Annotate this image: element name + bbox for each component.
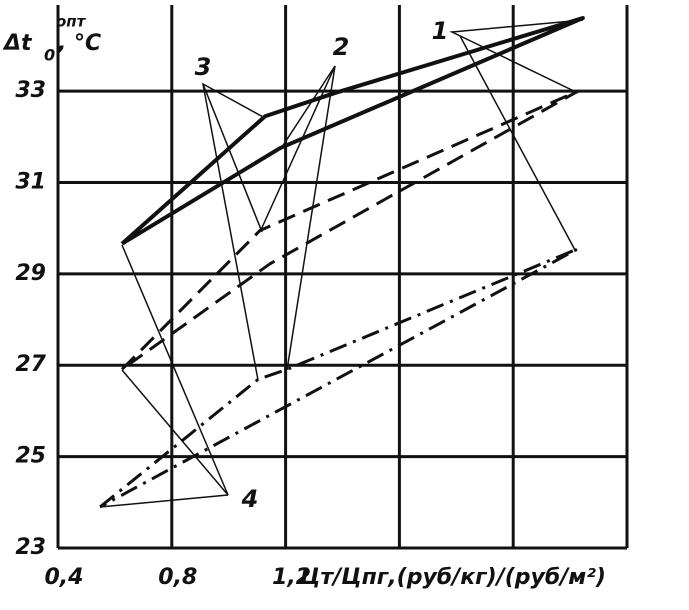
y-tick-label: 23 xyxy=(15,535,46,560)
curve-label: 3 xyxy=(195,53,212,81)
line-series xyxy=(120,16,585,246)
leader-line xyxy=(459,35,576,251)
y-tick-label: 33 xyxy=(15,78,46,103)
leader-line xyxy=(99,494,229,508)
x-tick-label: 0,4 xyxy=(45,565,84,590)
y-tick-label: 29 xyxy=(15,261,46,286)
curve-label: 4 xyxy=(241,485,259,513)
leader-line xyxy=(279,65,336,151)
y-tick-label: 31 xyxy=(15,169,46,194)
leader-line xyxy=(202,83,263,233)
y-tick-label: 27 xyxy=(15,352,46,377)
leader-line xyxy=(286,65,336,371)
y-axis-label-unit: , °C xyxy=(57,31,101,56)
line-series xyxy=(120,89,580,371)
x-tick-label: 1,2 xyxy=(272,565,311,590)
leader-line xyxy=(259,65,336,233)
y-axis-label: Δt xyxy=(2,31,33,56)
y-axis-label-sup: опт xyxy=(56,13,87,31)
leader-line xyxy=(449,19,584,94)
x-axis-label: Цт/Цпг,(руб/кг)/(руб/м²) xyxy=(300,565,606,590)
leader-lines xyxy=(99,19,584,508)
curve-label: 2 xyxy=(333,33,350,61)
x-tick-label: 0,8 xyxy=(158,565,197,590)
leader-line xyxy=(201,82,266,381)
y-axis-label-sub: 0 xyxy=(44,46,55,65)
y-tick-label: 25 xyxy=(15,444,46,469)
curve-label: 1 xyxy=(432,17,449,45)
